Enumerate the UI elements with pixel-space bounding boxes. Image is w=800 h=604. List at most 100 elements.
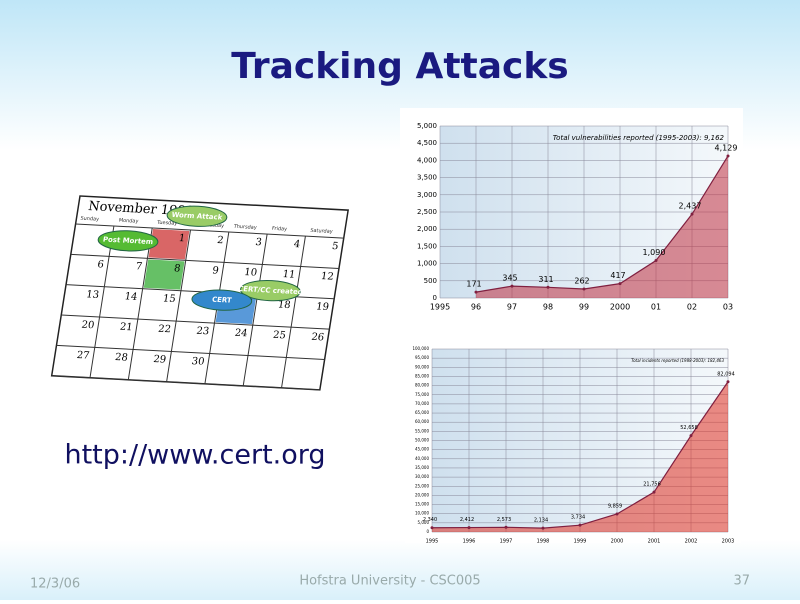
value-label: 9,859 bbox=[608, 503, 622, 509]
day-number: 21 bbox=[119, 322, 133, 334]
note-text: CERT bbox=[211, 295, 232, 305]
point bbox=[652, 490, 656, 494]
area bbox=[476, 155, 728, 298]
link: http://www.cert.org bbox=[64, 440, 325, 471]
value-label: 82,094 bbox=[717, 371, 735, 377]
point bbox=[541, 526, 545, 530]
value-label: 1,090 bbox=[643, 248, 666, 257]
day-number: 19 bbox=[315, 301, 329, 313]
calendar-line bbox=[70, 253, 340, 269]
x-tick-label: 2003 bbox=[722, 539, 735, 545]
day-number: 11 bbox=[282, 269, 296, 281]
value-label: 2,573 bbox=[497, 517, 511, 523]
x-tick-label: 2001 bbox=[648, 539, 661, 545]
note-text: Worm Attack bbox=[171, 210, 223, 222]
calendar-line bbox=[89, 225, 115, 378]
x-tick-label: 2000 bbox=[611, 539, 624, 545]
highlight bbox=[143, 259, 185, 290]
x-tick-label: 96 bbox=[471, 303, 481, 312]
y-tick-label: 15,000 bbox=[415, 502, 429, 507]
day-number: 1 bbox=[178, 233, 186, 244]
value-label: 52,658 bbox=[680, 425, 698, 431]
day-number: 30 bbox=[191, 356, 205, 368]
point bbox=[504, 525, 508, 529]
y-tick-label: 20,000 bbox=[415, 492, 429, 497]
y-tick-label: 45,000 bbox=[415, 447, 429, 452]
y-tick-label: 90,000 bbox=[415, 364, 429, 369]
point bbox=[467, 526, 471, 530]
y-tick-label: 65,000 bbox=[415, 410, 429, 415]
weekday: Monday bbox=[118, 218, 139, 225]
x-tick-label: 03 bbox=[723, 303, 733, 312]
footer-page: 37 bbox=[733, 574, 750, 589]
y-tick-label: 55,000 bbox=[415, 428, 429, 433]
value-label: 2,134 bbox=[534, 518, 548, 524]
x-tick-label: 97 bbox=[507, 303, 517, 312]
value-label: 417 bbox=[610, 271, 625, 280]
highlight bbox=[148, 229, 190, 260]
weekday: Tuesday bbox=[156, 220, 178, 227]
day-number: 5 bbox=[331, 241, 339, 252]
x-tick-label: 1995 bbox=[430, 303, 450, 312]
weekday: Sunday bbox=[80, 216, 100, 223]
area bbox=[432, 381, 728, 532]
day-number: 22 bbox=[157, 324, 171, 336]
footer-date: 12/3/06 bbox=[30, 577, 80, 592]
slide-title: Tracking Attacks bbox=[231, 46, 568, 87]
y-tick-label: 0 bbox=[426, 529, 429, 534]
calendar-line bbox=[75, 223, 344, 239]
note-bubble bbox=[97, 230, 159, 252]
point bbox=[726, 380, 730, 384]
calendar-line bbox=[281, 236, 306, 388]
value-label: 171 bbox=[466, 280, 481, 289]
y-tick-label: 1,000 bbox=[417, 260, 437, 268]
day-number: 26 bbox=[311, 332, 325, 344]
note-bubble bbox=[191, 289, 253, 311]
y-tick-label: 5,000 bbox=[418, 520, 430, 525]
day-number: 20 bbox=[81, 320, 95, 332]
x-tick-label: 1998 bbox=[537, 539, 550, 545]
chart-title: Total incidents reported (1988-2003): 18… bbox=[631, 358, 724, 363]
day-number: 27 bbox=[76, 350, 90, 362]
y-tick-label: 2,000 bbox=[417, 225, 437, 233]
point bbox=[582, 287, 586, 291]
y-tick-label: 50,000 bbox=[415, 438, 429, 443]
x-tick-label: 2000 bbox=[610, 303, 630, 312]
note-text: CERT/CC created bbox=[237, 284, 303, 296]
day-number: 6 bbox=[97, 259, 105, 270]
calendar-line bbox=[242, 234, 268, 386]
value-label: 3,734 bbox=[571, 515, 585, 521]
day-number: 25 bbox=[272, 330, 286, 342]
day-number: 24 bbox=[234, 328, 248, 340]
y-tick-label: 40,000 bbox=[415, 456, 429, 461]
day-number: 12 bbox=[320, 271, 334, 283]
y-tick-label: 75,000 bbox=[415, 392, 429, 397]
weekday: Friday bbox=[271, 226, 287, 233]
value-label: 21,756 bbox=[643, 482, 661, 488]
x-tick-label: 98 bbox=[543, 303, 553, 312]
day-number: 3 bbox=[255, 237, 263, 248]
y-tick-label: 35,000 bbox=[415, 465, 429, 470]
y-tick-label: 4,500 bbox=[417, 139, 437, 147]
value-label: 345 bbox=[502, 274, 517, 283]
charts: 0 500 1,000 1,500 2,000 2,500 3,000 3,500 4,000 4… bbox=[400, 108, 743, 545]
value-label: 2,437 bbox=[679, 202, 702, 211]
y-tick-label: 4,000 bbox=[417, 156, 437, 164]
x-tick-label: 1996 bbox=[463, 539, 476, 545]
weekday: Saturday bbox=[310, 228, 333, 235]
y-tick-label: 30,000 bbox=[415, 474, 429, 479]
point bbox=[430, 526, 434, 530]
x-tick-label: 01 bbox=[651, 303, 661, 312]
point bbox=[726, 154, 730, 158]
calendar-line bbox=[127, 227, 153, 380]
value-label: 2,412 bbox=[460, 517, 474, 523]
day-number: 29 bbox=[153, 354, 167, 366]
value-label: 2,340 bbox=[423, 517, 437, 523]
y-tick-label: 80,000 bbox=[415, 383, 429, 388]
y-tick-label: 3,000 bbox=[417, 191, 437, 199]
y-tick-label: 1,500 bbox=[417, 242, 437, 250]
day-number: 2 bbox=[216, 235, 224, 246]
y-tick-label: 25,000 bbox=[415, 483, 429, 488]
note-bubble bbox=[166, 205, 228, 227]
